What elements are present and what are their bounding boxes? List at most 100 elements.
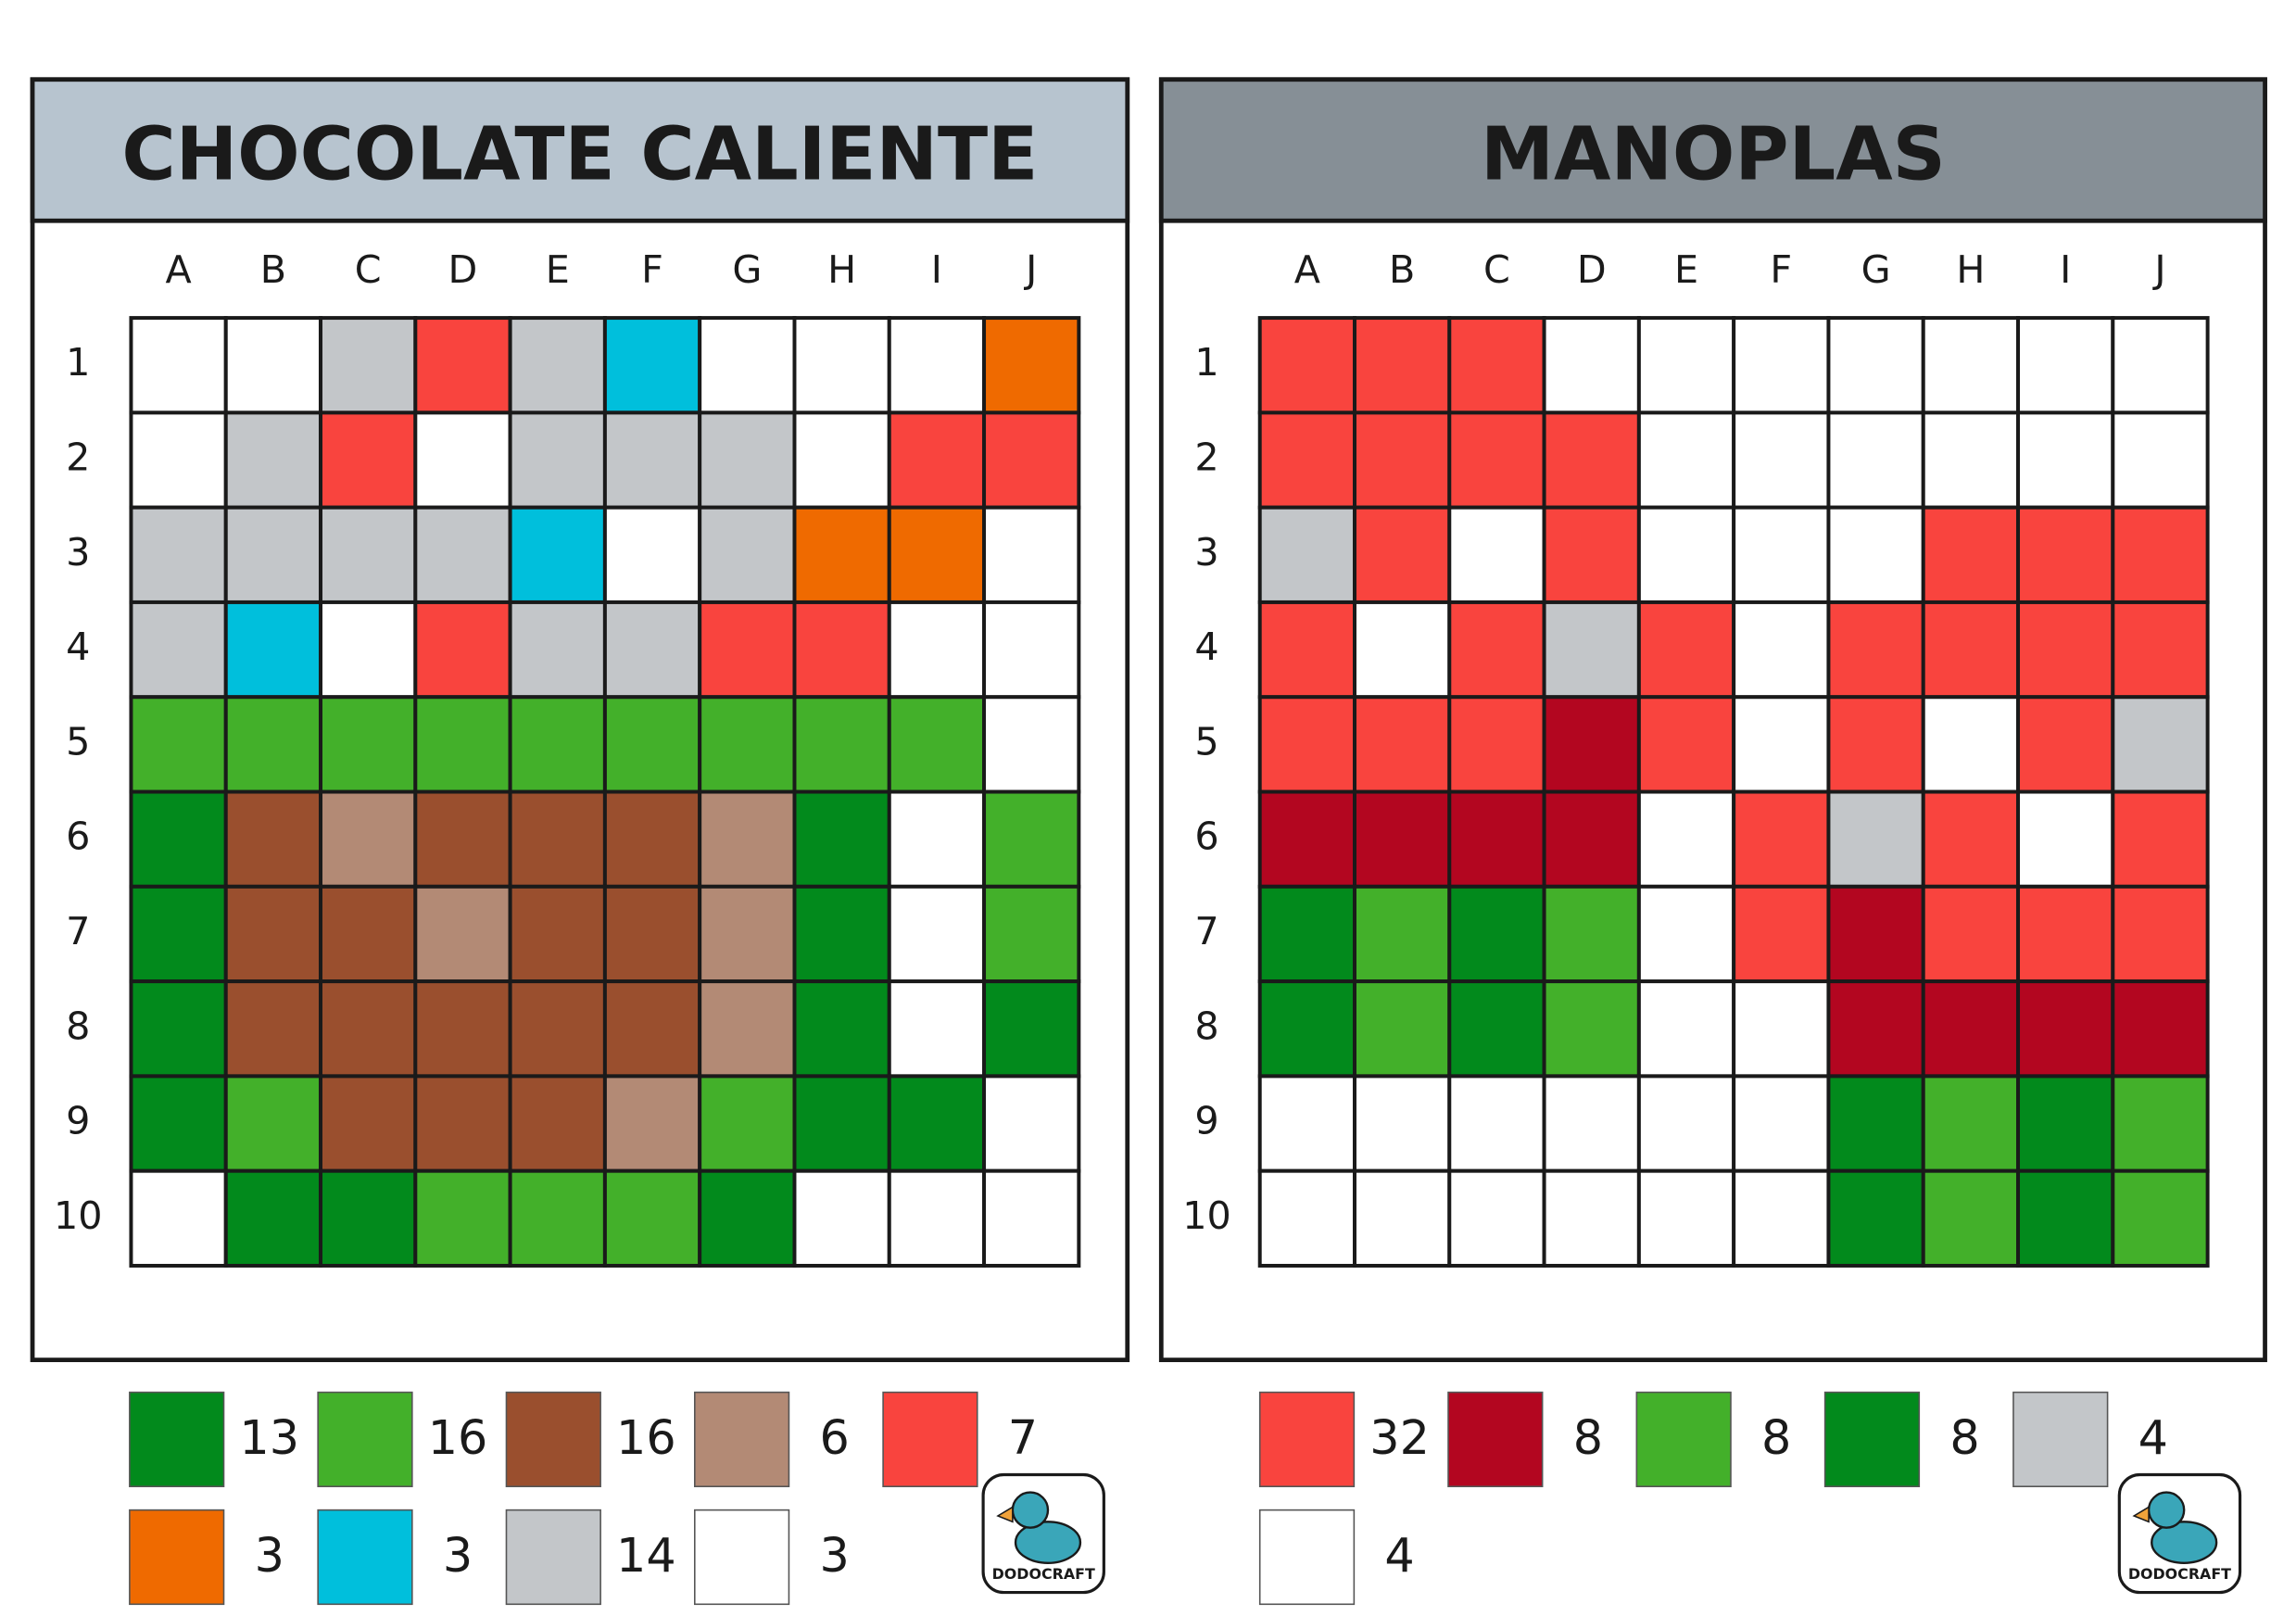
- panel-header: [1158, 77, 2267, 223]
- grid-cell: [1257, 505, 1356, 604]
- grid-cell: [1636, 979, 1736, 1079]
- grid-cell: [792, 1074, 891, 1173]
- column-label: G: [1861, 247, 1891, 292]
- grid-cell: [1636, 1168, 1736, 1268]
- grid-cell: [1447, 884, 1546, 984]
- logo-text: DODOCRAFT: [2128, 1565, 2231, 1583]
- grid-cell: [1921, 695, 2021, 794]
- grid-cell: [792, 979, 891, 1079]
- grid-cell: [887, 505, 987, 604]
- grid-cell: [1447, 410, 1546, 510]
- grid-cell: [1636, 505, 1736, 604]
- panel-title: CHOCOLATE CALIENTE: [121, 111, 1038, 197]
- grid-cell: [792, 316, 891, 415]
- grid-cell: [2016, 1168, 2115, 1268]
- grid-cell: [792, 505, 891, 604]
- row-label: 7: [1194, 909, 1218, 953]
- grid-cell: [413, 789, 512, 889]
- grid-cell: [319, 884, 418, 984]
- row-label: 3: [1194, 530, 1218, 574]
- grid-cell: [129, 789, 228, 889]
- grid-cell: [223, 979, 323, 1079]
- grid-cell: [1447, 789, 1546, 889]
- grid-cell: [1636, 695, 1736, 794]
- legend-count: 16: [616, 1410, 676, 1465]
- grid-cell: [1921, 1074, 2021, 1173]
- grid-cell: [982, 884, 1081, 984]
- grid-cell: [602, 316, 702, 415]
- grid-cell: [1921, 979, 2021, 1079]
- legend-count: 7: [1008, 1410, 1038, 1465]
- grid-cell: [887, 1168, 987, 1268]
- grid-cell: [319, 600, 418, 700]
- column-label: I: [2060, 247, 2071, 292]
- grid-cell: [508, 1074, 607, 1173]
- legend-swatch: [693, 1509, 790, 1606]
- grid-cell: [792, 884, 891, 984]
- grid-cell: [1542, 600, 1641, 700]
- grid-cell: [1353, 979, 1452, 1079]
- grid-cell: [1636, 410, 1736, 510]
- grid-cell: [2111, 1074, 2210, 1173]
- legend-count: 4: [1384, 1528, 1414, 1583]
- grid-cell: [698, 316, 797, 415]
- grid-cell: [1447, 695, 1546, 794]
- grid-cell: [792, 1168, 891, 1268]
- grid-cell: [698, 789, 797, 889]
- grid-cell: [2016, 600, 2115, 700]
- grid-cell: [2111, 979, 2210, 1079]
- legend-count: 16: [428, 1410, 488, 1465]
- row-label: 4: [1194, 625, 1218, 669]
- grid-cell: [2111, 1168, 2210, 1268]
- legend-swatch: [1258, 1509, 1356, 1606]
- grid-cell: [1257, 316, 1356, 415]
- grid-cell: [319, 410, 418, 510]
- grid-cell: [2111, 505, 2210, 604]
- grid-cell: [129, 1168, 228, 1268]
- grid-cell: [602, 884, 702, 984]
- grid-cell: [508, 505, 607, 604]
- grid-cell: [2111, 316, 2210, 415]
- legend-count: 3: [443, 1528, 473, 1583]
- grid-cell: [1447, 1074, 1546, 1173]
- grid-cell: [413, 410, 512, 510]
- row-label: 7: [66, 909, 90, 953]
- legend-count: 3: [820, 1528, 850, 1583]
- grid-cell: [2016, 979, 2115, 1079]
- grid-cell: [1353, 789, 1452, 889]
- column-label: G: [732, 247, 762, 292]
- column-label: A: [165, 247, 191, 292]
- grid-cell: [602, 789, 702, 889]
- legend-swatch: [317, 1509, 413, 1606]
- legend-swatch: [1447, 1391, 1544, 1488]
- grid-cell: [413, 316, 512, 415]
- grid-cell: [698, 505, 797, 604]
- grid-cell: [1732, 789, 1831, 889]
- grid-cell: [887, 789, 987, 889]
- grid-cell: [1257, 789, 1356, 889]
- grid-cell: [1921, 316, 2021, 415]
- grid-cell: [2111, 884, 2210, 984]
- grid-cell: [887, 884, 987, 984]
- column-label: B: [1389, 247, 1415, 292]
- logo: DODOCRAFT: [2117, 1472, 2242, 1595]
- logo-bird-head: [1011, 1491, 1050, 1529]
- grid-cell: [602, 1074, 702, 1173]
- grid-cell: [508, 884, 607, 984]
- grid-cell: [1636, 1074, 1736, 1173]
- row-label: 2: [1194, 436, 1218, 480]
- grid-cell: [698, 1074, 797, 1173]
- grid-cell: [223, 410, 323, 510]
- grid-cell: [129, 600, 228, 700]
- legend-swatch: [882, 1391, 978, 1488]
- grid-cell: [1921, 505, 2021, 604]
- grid-cell: [602, 505, 702, 604]
- grid-cell: [982, 316, 1081, 415]
- grid-cell: [1921, 1168, 2021, 1268]
- grid-cell: [1732, 884, 1831, 984]
- row-label: 4: [66, 625, 90, 669]
- row-label: 10: [1182, 1193, 1231, 1238]
- grid-cell: [982, 1074, 1081, 1173]
